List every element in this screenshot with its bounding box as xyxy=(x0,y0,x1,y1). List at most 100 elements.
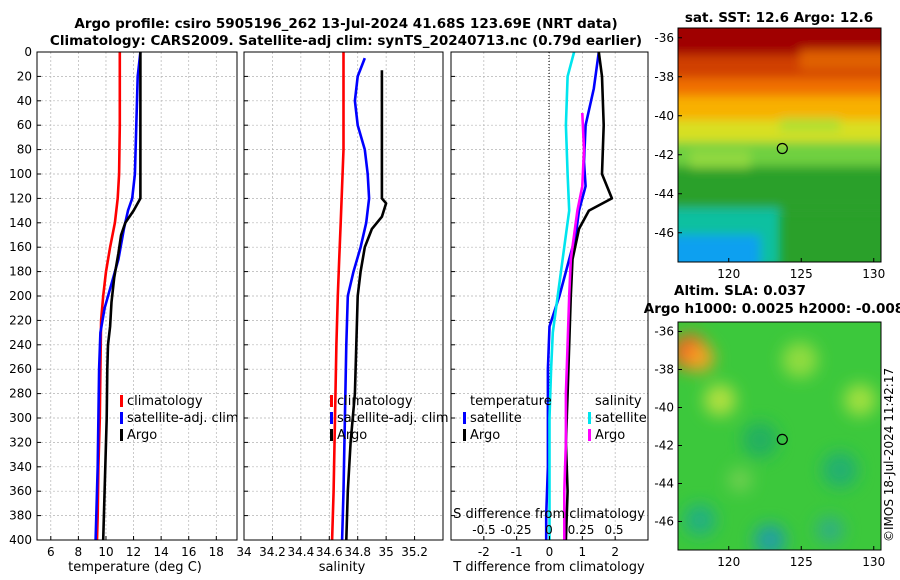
difference-panel: -2 -1 0 1 2 S difference from climatology -0… xyxy=(450,51,649,575)
y-tick-label: 60 xyxy=(17,118,32,132)
sst-map-frame xyxy=(677,27,882,263)
map-y-tick-label: -36 xyxy=(654,31,674,45)
legend-argo-label: Argo xyxy=(127,428,157,443)
y-tick-label: 280 xyxy=(9,387,32,401)
s-tick-label: 0.5 xyxy=(604,523,623,537)
series-line-satellite-adj-clim xyxy=(340,57,371,541)
legend3-s-argo-swatch xyxy=(588,429,591,441)
legend-argo-swatch xyxy=(120,429,123,441)
legend2-satellite-swatch xyxy=(330,412,333,424)
sla-argo-marker xyxy=(776,433,788,445)
y-tick-label: 0 xyxy=(24,45,32,59)
map-y-tick-label: -44 xyxy=(654,477,674,491)
s-difference-label: S difference from climatology xyxy=(453,507,645,522)
x-tick-label: 0 xyxy=(546,545,554,559)
map-x-tick-label: 125 xyxy=(790,555,813,569)
sst-field xyxy=(678,28,881,262)
legend3-t-argo-swatch xyxy=(463,429,466,441)
x-tick-label: 12 xyxy=(126,545,141,559)
x-tick-label: 2 xyxy=(611,545,619,559)
map-y-tick-label: -40 xyxy=(654,401,674,415)
series-line-argo xyxy=(101,52,142,541)
s-tick-label: 0.25 xyxy=(568,523,595,537)
s-tick-label: -0.25 xyxy=(500,523,531,537)
salinity-legend: climatology satellite-adj. clim Argo xyxy=(330,394,449,443)
series-line-salinity-satellite xyxy=(548,51,576,540)
temperature-xlabel: temperature (deg C) xyxy=(68,560,202,575)
figure-title-line2: Climatology: CARS2009. Satellite-adj cli… xyxy=(50,33,642,49)
series-line-climatology xyxy=(330,52,345,541)
y-tick-label: 100 xyxy=(9,167,32,181)
x-tick-label: 35 xyxy=(379,545,394,559)
legend3-salinity-heading: salinity xyxy=(595,394,642,409)
legend-climatology-label: climatology xyxy=(127,394,203,409)
legend2-satellite-label: satellite-adj. clim xyxy=(337,411,449,426)
series-line-salinity-argo xyxy=(562,112,586,540)
y-tick-label: 180 xyxy=(9,265,32,279)
temperature-panel: 0 20 40 60 80 100 120 140 160 180 200 220 240 260 280 3… xyxy=(9,45,239,575)
figure-title-line1: Argo profile: csiro 5905196_262 13-Jul-2… xyxy=(74,16,617,32)
t-difference-label: T difference from climatology xyxy=(452,560,645,575)
s-tick-label: -0.5 xyxy=(472,523,495,537)
y-tick-label: 340 xyxy=(9,460,32,474)
x-tick-label: 34.2 xyxy=(259,545,286,559)
x-tick-label: 34.8 xyxy=(344,545,371,559)
x-tick-label: 34.4 xyxy=(287,545,314,559)
difference-legend: temperature satellite Argo salinity sate… xyxy=(463,394,647,443)
series-line-argo xyxy=(345,70,388,541)
sst-argo-marker xyxy=(776,142,788,155)
salinity-panel: 34 34.2 34.4 34.6 34.8 35 35.2 salinity climat… xyxy=(236,51,449,575)
x-tick-label: 8 xyxy=(75,545,83,559)
y-tick-label: 80 xyxy=(17,143,32,157)
legend3-s-argo-label: Argo xyxy=(595,428,625,443)
copyright-label: ©IMOS 18-Jul-2024 11:42:17 xyxy=(882,368,896,542)
legend-satellite-swatch xyxy=(120,412,123,424)
x-tick-label: 6 xyxy=(47,545,55,559)
y-tick-label: 320 xyxy=(9,435,32,449)
legend3-t-satellite-swatch xyxy=(463,412,466,424)
y-tick-label: 240 xyxy=(9,338,32,352)
map-x-tick-label: 120 xyxy=(717,555,740,569)
y-tick-label: 260 xyxy=(9,362,32,376)
legend3-s-satellite-swatch xyxy=(588,412,591,424)
map-y-tick-label: -46 xyxy=(654,226,674,240)
sla-map-title: Altim. SLA: 0.037 xyxy=(674,283,806,299)
sla-map-panel: Altim. SLA: 0.037 Argo h1000: 0.0025 h20… xyxy=(644,283,900,569)
map-x-tick-label: 130 xyxy=(862,555,885,569)
sst-map-panel: sat. SST: 12.6 Argo: 12.6 120 125 130 -36 -3… xyxy=(654,10,885,281)
map-y-tick-label: -38 xyxy=(654,70,674,84)
salinity-xlabel: salinity xyxy=(319,560,366,575)
y-tick-label: 400 xyxy=(9,533,32,547)
map-y-tick-label: -36 xyxy=(654,325,674,339)
legend2-climatology-label: climatology xyxy=(337,394,413,409)
x-tick-label: 1 xyxy=(579,545,587,559)
y-tick-label: 300 xyxy=(9,411,32,425)
sla-map-subtitle: Argo h1000: 0.0025 h2000: -0.008 xyxy=(644,301,900,317)
y-tick-label: 20 xyxy=(17,69,32,83)
map-y-tick-label: -42 xyxy=(654,148,674,162)
map-y-tick-label: -38 xyxy=(654,363,674,377)
legend-satellite-label: satellite-adj. clim xyxy=(127,411,239,426)
sla-field xyxy=(678,322,881,550)
x-tick-label: 34.6 xyxy=(316,545,343,559)
map-y-tick-label: -44 xyxy=(654,187,674,201)
y-tick-label: 160 xyxy=(9,240,32,254)
map-x-tick-label: 120 xyxy=(717,267,740,281)
x-tick-label: -1 xyxy=(511,545,523,559)
legend-climatology-swatch xyxy=(120,395,123,407)
map-x-tick-label: 125 xyxy=(790,267,813,281)
legend3-t-argo-label: Argo xyxy=(470,428,500,443)
legend3-temperature-heading: temperature xyxy=(470,394,552,409)
y-tick-label: 220 xyxy=(9,313,32,327)
y-tick-label: 120 xyxy=(9,191,32,205)
y-tick-label: 360 xyxy=(9,484,32,498)
sst-map-title: sat. SST: 12.6 Argo: 12.6 xyxy=(685,10,873,26)
series-line-temperature-satellite xyxy=(544,51,601,540)
map-x-tick-label: 130 xyxy=(862,267,885,281)
temperature-legend: climatology satellite-adj. clim Argo xyxy=(120,394,239,443)
x-tick-label: 10 xyxy=(98,545,113,559)
y-tick-label: 40 xyxy=(17,94,32,108)
s-tick-label: 0 xyxy=(545,523,553,537)
legend2-climatology-swatch xyxy=(330,395,333,407)
